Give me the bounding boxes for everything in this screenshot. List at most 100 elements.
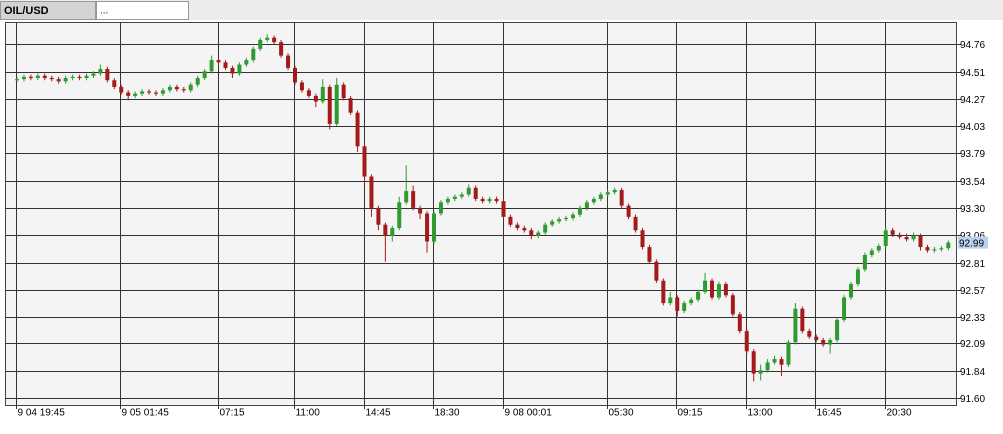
x-tick-label: 14:45 [366, 408, 391, 419]
candle-body [272, 37, 277, 43]
candle-body [140, 91, 145, 94]
candle-body [119, 86, 124, 93]
candle-body [376, 207, 381, 225]
candle-body [105, 69, 110, 81]
candle-body [452, 196, 457, 199]
candle-body [244, 60, 249, 65]
candle-body [536, 232, 541, 236]
candle-body [779, 359, 784, 365]
candle-body [619, 189, 624, 206]
y-tick-label: 93.54 [960, 177, 985, 188]
candle-body [445, 198, 450, 203]
tab[interactable] [96, 1, 189, 20]
candle-body [883, 230, 888, 246]
candle-body [348, 98, 353, 113]
x-tick-label: 18:30 [435, 408, 460, 419]
candle-body [703, 280, 708, 292]
plot-area [5, 22, 957, 406]
candle-body [696, 291, 701, 300]
candle-body [577, 207, 582, 215]
x-tick-label: 16:45 [817, 408, 842, 419]
candle-body [564, 217, 569, 220]
candle-body [494, 198, 499, 202]
candle-body [418, 207, 423, 214]
candle-body [188, 84, 193, 91]
candle-body [716, 284, 721, 298]
y-tick-label: 93.79 [960, 149, 985, 160]
last-price-label: 92.99 [959, 238, 984, 249]
candle-body [216, 60, 221, 63]
candle-body [890, 230, 895, 235]
candle-body [160, 90, 165, 94]
candle-body [306, 90, 311, 96]
candle-body [786, 342, 791, 365]
candle-body [612, 189, 617, 193]
candle-body [202, 71, 207, 78]
candle-body [237, 64, 242, 74]
candle-body [661, 280, 666, 304]
candle-body [70, 76, 75, 78]
candle-body [710, 280, 714, 298]
candle-body [591, 198, 596, 203]
candle-body [828, 340, 833, 345]
tab-label[interactable]: OIL/USD [4, 5, 49, 17]
candle-body [91, 73, 96, 76]
candle-body [918, 235, 923, 248]
candle-body [369, 176, 374, 208]
candle-body [313, 95, 318, 102]
candle-body [265, 37, 270, 40]
candle-body [800, 308, 805, 332]
candle-body [821, 340, 826, 345]
candle-body [133, 93, 138, 96]
candle-body [751, 351, 756, 374]
candle-body [42, 75, 47, 78]
candle-body [869, 250, 874, 255]
candle-body [77, 76, 82, 78]
tab[interactable] [0, 1, 96, 20]
candle-body [723, 284, 728, 296]
candle-body [876, 245, 881, 251]
candle-body [522, 228, 527, 231]
x-tick-label: 9 04 19:45 [18, 408, 66, 419]
candle-body [223, 62, 228, 68]
candle-body [584, 202, 589, 208]
candle-body [605, 192, 610, 195]
candle-body [299, 82, 304, 91]
x-tick-label: 9 05 01:45 [122, 408, 170, 419]
candle-body [571, 214, 575, 218]
candle-body [932, 249, 937, 251]
candle-body [320, 86, 325, 102]
candle-body [167, 86, 172, 91]
candle-body [939, 248, 944, 250]
candle-body [425, 213, 430, 242]
tab-label[interactable]: ... [100, 6, 108, 17]
candle-body [737, 314, 742, 332]
candle-body [174, 86, 179, 90]
candle-body [897, 234, 902, 238]
candle-body [473, 187, 478, 199]
candle-body [842, 297, 847, 320]
candle-body [730, 295, 735, 315]
candle-body [334, 84, 339, 124]
candle-body [501, 201, 506, 217]
candle-body [946, 242, 951, 249]
candle-body [49, 77, 54, 80]
candle-body [459, 194, 464, 197]
candle-body [112, 80, 117, 87]
candle-body [654, 261, 659, 281]
candle-body [640, 230, 645, 248]
candle-body [397, 202, 402, 229]
candle-body [230, 67, 235, 74]
candle-body [438, 202, 443, 214]
x-tick-label: 05:30 [609, 408, 634, 419]
candle-body [258, 39, 263, 49]
last-price-box [958, 236, 988, 249]
candle-body [550, 221, 555, 225]
candle-body [814, 336, 819, 341]
candle-body [15, 79, 19, 81]
candle-body [835, 319, 840, 341]
y-tick-label: 91.60 [960, 394, 985, 405]
x-tick-label: 20:30 [887, 408, 912, 419]
y-tick-label: 92.81 [960, 259, 985, 270]
candle-body [598, 194, 603, 199]
